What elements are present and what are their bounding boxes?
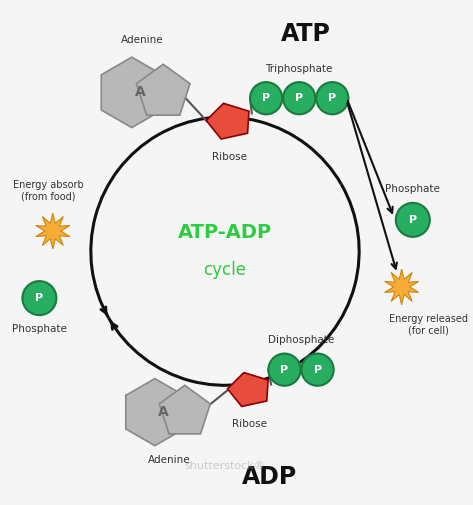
Polygon shape: [228, 373, 268, 407]
Text: Phosphate: Phosphate: [385, 184, 440, 194]
Text: Phosphate: Phosphate: [12, 324, 67, 334]
Text: Energy released
(for cell): Energy released (for cell): [389, 314, 468, 335]
Circle shape: [22, 281, 56, 315]
Polygon shape: [159, 385, 210, 434]
Polygon shape: [385, 269, 419, 305]
Text: ATP-ADP: ATP-ADP: [178, 223, 272, 242]
Text: shutterstock®: shutterstock®: [184, 461, 265, 471]
Text: Adenine: Adenine: [148, 454, 191, 465]
Circle shape: [283, 82, 315, 114]
Text: P: P: [314, 365, 322, 375]
Text: Ribose: Ribose: [212, 152, 247, 162]
Circle shape: [250, 82, 282, 114]
Circle shape: [268, 354, 300, 386]
Text: Ribose: Ribose: [232, 419, 267, 429]
Text: P: P: [409, 215, 417, 225]
Polygon shape: [101, 57, 162, 128]
Text: Energy absorb
(from food): Energy absorb (from food): [13, 180, 84, 202]
Text: P: P: [295, 93, 303, 103]
Text: cycle: cycle: [203, 261, 246, 279]
Polygon shape: [206, 104, 249, 139]
Text: P: P: [35, 293, 44, 303]
Text: P: P: [280, 365, 289, 375]
Text: P: P: [262, 93, 270, 103]
Text: A: A: [135, 85, 146, 99]
Text: ADP: ADP: [242, 465, 298, 489]
Text: ATP: ATP: [280, 22, 331, 46]
Circle shape: [316, 82, 349, 114]
Circle shape: [396, 203, 430, 237]
Text: Triphosphate: Triphosphate: [265, 64, 333, 74]
Circle shape: [301, 354, 333, 386]
Polygon shape: [126, 379, 184, 446]
Text: Diphosphate: Diphosphate: [268, 335, 334, 345]
Text: P: P: [328, 93, 336, 103]
Text: A: A: [158, 405, 169, 419]
Polygon shape: [136, 64, 190, 115]
Text: Adenine: Adenine: [121, 35, 164, 45]
Polygon shape: [36, 213, 70, 249]
